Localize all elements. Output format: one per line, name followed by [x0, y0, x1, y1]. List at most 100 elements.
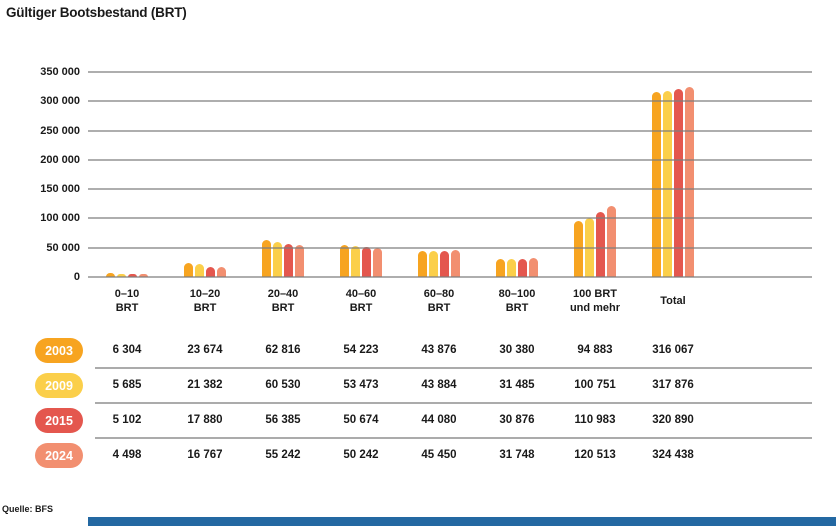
- bar-2015: [518, 258, 527, 277]
- bar-2024: [373, 247, 382, 277]
- gridline: [88, 188, 812, 191]
- gridline: [88, 246, 812, 249]
- x-axis-label: 40–60 BRT: [345, 288, 377, 314]
- table-cell: 17 880: [187, 414, 223, 426]
- year-pill-2009: 2009: [35, 373, 83, 398]
- table-cell: 16 767: [187, 449, 223, 461]
- table-cell: 120 513: [574, 449, 616, 461]
- legend-table-row-2015: 2015 5 102 17 880 56 385 50 674 44 080 30 876 1…: [0, 402, 836, 438]
- gridline: [88, 129, 812, 132]
- bar-2024: [295, 244, 304, 277]
- bar-2003: [262, 240, 271, 277]
- bar-2009: [351, 245, 360, 277]
- year-pill-2015: 2015: [35, 408, 83, 433]
- bar-2003: [106, 273, 115, 277]
- bar-group-80-100-brt: [478, 72, 556, 277]
- table-cell: 317 876: [652, 379, 694, 391]
- table-cell: 45 450: [421, 449, 457, 461]
- bar-2024: [139, 274, 148, 277]
- bar-2003: [496, 259, 505, 277]
- table-cell: 43 884: [421, 379, 457, 391]
- table-cell: 62 816: [265, 344, 301, 356]
- table-cell: 31 748: [499, 449, 535, 461]
- table-cell: 31 485: [499, 379, 535, 391]
- table-cell: 56 385: [265, 414, 301, 426]
- table-cell: 54 223: [343, 344, 379, 356]
- bar-group-0-10-brt: [88, 72, 166, 277]
- bar-2009: [195, 264, 204, 277]
- y-tick-label: 350 000: [40, 66, 80, 78]
- bar-group-60-80-brt: [400, 72, 478, 277]
- bar-2009: [273, 241, 282, 277]
- table-cell: 55 242: [265, 449, 301, 461]
- table-cell: 320 890: [652, 414, 694, 426]
- bar-group-20-40-brt: [244, 72, 322, 277]
- table-cell: 50 674: [343, 414, 379, 426]
- x-axis-label: 80–100 BRT: [498, 288, 536, 314]
- y-tick-label: 200 000: [40, 153, 80, 166]
- bar-2024: [217, 267, 226, 277]
- table-cell: 21 382: [187, 379, 223, 391]
- gridline: [88, 158, 812, 161]
- table-cell: 43 876: [421, 344, 457, 356]
- table-cell: 30 380: [499, 344, 535, 356]
- bar-2015: [674, 89, 683, 277]
- bar-2024: [607, 206, 616, 277]
- bar-2015: [440, 251, 449, 277]
- bar-2003: [418, 251, 427, 277]
- x-axis-label: 60–80 BRT: [423, 288, 455, 314]
- x-axis-label: 20–40 BRT: [267, 288, 299, 314]
- x-axis-label: 10–20 BRT: [189, 288, 221, 314]
- bar-2015: [596, 212, 605, 277]
- bar-2024: [685, 86, 694, 277]
- table-cell: 5 685: [112, 379, 142, 391]
- bar-2015: [128, 274, 137, 277]
- legend-table-row-2024: 2024 4 498 16 767 55 242 50 242 45 450 31 748 1…: [0, 437, 836, 473]
- gridline: [88, 71, 812, 73]
- bottom-accent-bar: [88, 517, 836, 526]
- table-cell: 110 983: [574, 414, 616, 426]
- table-cell: 94 883: [577, 344, 613, 356]
- row-separator: [95, 402, 812, 404]
- x-axis-label: Total: [660, 295, 686, 307]
- table-cell: 23 674: [187, 344, 223, 356]
- bar-2003: [184, 263, 193, 277]
- bar-2015: [362, 247, 371, 277]
- y-tick-label: 100 000: [40, 212, 80, 225]
- year-pill-2003: 2003: [35, 338, 83, 363]
- table-cell: 4 498: [112, 449, 142, 461]
- table-cell: 53 473: [343, 379, 379, 391]
- x-axis-label: 0–10 BRT: [114, 288, 140, 314]
- bar-2009: [507, 258, 516, 277]
- bar-2003: [574, 221, 583, 277]
- bar-group-40-60-brt: [322, 72, 400, 277]
- table-cell: 30 876: [499, 414, 535, 426]
- bar-2009: [429, 251, 438, 277]
- legend-table-row-2009: 2009 5 685 21 382 60 530 53 473 43 884 31 485 1…: [0, 367, 836, 403]
- y-tick-label: 0: [73, 271, 80, 283]
- gridline: [88, 276, 812, 278]
- y-tick-label: 250 000: [40, 124, 80, 137]
- table-cell: 324 438: [652, 449, 694, 461]
- bar-2024: [529, 258, 538, 277]
- bar-2003: [340, 245, 349, 277]
- row-separator: [95, 437, 812, 439]
- year-pill-2024: 2024: [35, 443, 83, 468]
- x-axis-label: 100 BRT und mehr: [569, 288, 621, 314]
- row-separator: [95, 367, 812, 369]
- y-tick-label: 300 000: [40, 95, 80, 108]
- gridline: [88, 217, 812, 220]
- table-cell: 6 304: [112, 344, 142, 356]
- table-cell: 316 067: [652, 344, 694, 356]
- gridline: [88, 100, 812, 103]
- y-tick-label: 50 000: [46, 241, 80, 254]
- y-tick-label: 150 000: [40, 183, 80, 196]
- table-cell: 44 080: [421, 414, 457, 426]
- bar-2003: [652, 91, 661, 277]
- bar-2015: [284, 243, 293, 277]
- bar-2009: [663, 90, 672, 277]
- legend-table-row-2003: 2003 6 304 23 674 62 816 54 223 43 876 30 380 9…: [0, 333, 836, 368]
- bar-group-total: [634, 72, 712, 277]
- bar-2009: [117, 273, 126, 277]
